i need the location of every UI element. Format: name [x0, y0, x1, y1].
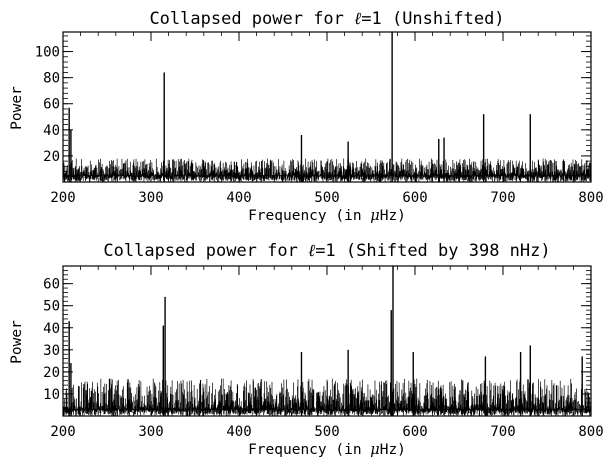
- y-tick-label: 20: [43, 149, 60, 165]
- y-tick-label: 80: [43, 71, 60, 87]
- x-axis: 200 300 400 500 600 700 800: [50, 266, 604, 440]
- panel-unshifted: Collapsed power for ℓ=1 (Unshifted) 200 3…: [9, 9, 604, 224]
- y-tick-label: 60: [43, 277, 60, 293]
- x-axis-label: Frequency (in μHz): [248, 442, 406, 458]
- x-tick-label: 500: [314, 424, 339, 440]
- y-tick-label: 40: [43, 321, 60, 337]
- x-tick-label: 300: [138, 424, 163, 440]
- x-tick-label: 500: [314, 190, 339, 206]
- x-tick-label: 800: [578, 190, 603, 206]
- plot-area: [62, 32, 592, 182]
- y-tick-label: 60: [43, 97, 60, 113]
- x-axis-label: Frequency (in μHz): [248, 208, 406, 224]
- y-axis: 10 20 30 40 50 60: [43, 265, 591, 417]
- x-tick-label: 400: [226, 424, 251, 440]
- x-tick-label: 800: [578, 424, 603, 440]
- x-tick-label: 700: [490, 190, 515, 206]
- x-tick-label: 200: [50, 190, 75, 206]
- x-tick-label: 600: [402, 190, 427, 206]
- x-tick-label: 400: [226, 190, 251, 206]
- y-axis-label: Power: [9, 320, 25, 364]
- y-axis-label: Power: [9, 86, 25, 130]
- y-tick-label: 40: [43, 123, 60, 139]
- chart-title: Collapsed power for ℓ=1 (Shifted by 398 …: [103, 241, 550, 261]
- y-axis: 20 40 60 80 100: [35, 35, 591, 183]
- x-axis: 200 300 400 500 600 700 800: [50, 32, 604, 206]
- x-tick-label: 700: [490, 424, 515, 440]
- x-tick-label: 600: [402, 424, 427, 440]
- y-tick-label: 10: [43, 387, 60, 403]
- x-tick-label: 300: [138, 190, 163, 206]
- x-tick-label: 200: [50, 424, 75, 440]
- chart-title: Collapsed power for ℓ=1 (Unshifted): [149, 9, 504, 29]
- plot-frame: [62, 31, 592, 183]
- y-tick-label: 20: [43, 365, 60, 381]
- y-tick-label: 50: [43, 299, 60, 315]
- plot-area: [62, 266, 592, 416]
- y-tick-label: 30: [43, 343, 60, 359]
- panel-shifted: Collapsed power for ℓ=1 (Shifted by 398 …: [9, 241, 604, 458]
- y-tick-label: 100: [35, 45, 60, 61]
